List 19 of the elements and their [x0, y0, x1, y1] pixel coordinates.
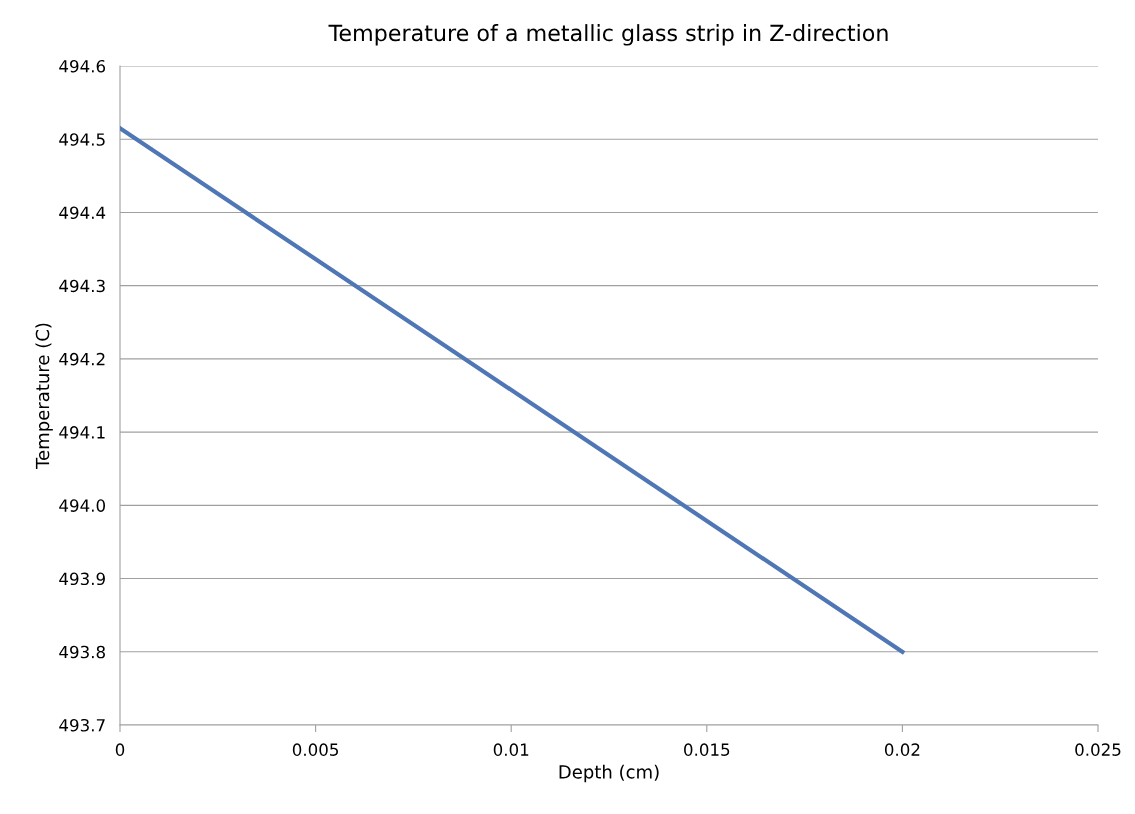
y-tick-label: 494.2 — [59, 352, 105, 366]
x-tick-label: 0.005 — [292, 743, 338, 756]
x-tick-label: 0.015 — [684, 743, 730, 756]
x-axis-title: Depth (cm) — [559, 764, 659, 783]
y-tick-label: 494.1 — [59, 426, 105, 439]
x-tick-label: 0.02 — [884, 743, 920, 756]
y-tick-label: 493.7 — [59, 718, 105, 732]
y-tick-label: 493.8 — [59, 645, 105, 659]
chart-title: Temperature of a metallic glass strip in Z-direction — [328, 24, 888, 46]
y-tick-label: 493.9 — [59, 572, 105, 586]
y-tick-label: 494.3 — [59, 279, 105, 293]
y-tick-label: 494.6 — [59, 59, 106, 73]
x-tick-label: 0.025 — [1075, 743, 1121, 756]
y-tick-label: 494.4 — [59, 206, 106, 220]
y-axis-title: Temperature (C) — [35, 323, 53, 469]
x-tick-label: 0 — [115, 743, 125, 756]
x-tick-label: 0.01 — [493, 743, 529, 756]
y-tick-label: 494.5 — [59, 133, 105, 146]
y-tick-label: 494.0 — [59, 499, 105, 512]
